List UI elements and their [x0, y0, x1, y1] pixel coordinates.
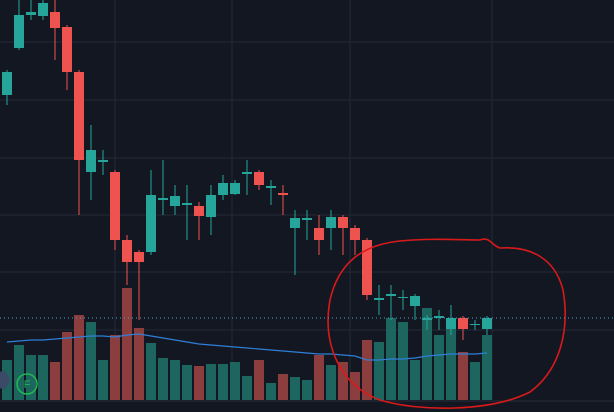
volume-bar — [470, 362, 480, 400]
candle-body — [170, 196, 180, 206]
candle-body — [38, 3, 48, 16]
candle-body — [374, 298, 384, 300]
volume-bar — [422, 308, 432, 400]
volume-bar — [74, 315, 84, 400]
candle-body — [422, 318, 432, 320]
candle-body — [230, 183, 240, 194]
volume-bar — [458, 352, 468, 400]
candle-body — [362, 240, 372, 295]
volume-bar — [122, 288, 132, 400]
volume-bar — [254, 360, 264, 400]
candle-body — [242, 172, 252, 174]
volume-bar — [266, 383, 276, 400]
candles — [2, 0, 492, 340]
volume-bar — [362, 340, 372, 400]
volume-bar — [314, 355, 324, 400]
volume-bar — [398, 322, 408, 400]
volume-bar — [98, 360, 108, 400]
volume-bar — [446, 320, 456, 400]
candle-body — [86, 150, 96, 172]
volume-bar — [410, 360, 420, 400]
volume-bar — [326, 365, 336, 400]
candle-body — [470, 324, 480, 325]
volume-bar — [218, 364, 228, 400]
candle-body — [482, 318, 492, 329]
candle-body — [2, 72, 12, 95]
volume-bar — [302, 380, 312, 400]
candle-body — [122, 240, 132, 262]
candle-body — [62, 27, 72, 72]
candle-body — [278, 193, 288, 195]
candle-body — [134, 252, 144, 262]
volume-bar — [86, 322, 96, 400]
candle-body — [350, 228, 360, 240]
volume-bar — [194, 366, 204, 400]
candle-body — [50, 12, 60, 28]
volume-bar — [38, 355, 48, 400]
volume-bar — [278, 374, 288, 400]
volume-bar — [170, 360, 180, 400]
candle-body — [326, 217, 336, 228]
volume-bar — [134, 328, 144, 400]
volume-bar — [242, 376, 252, 400]
candle-body — [446, 318, 456, 329]
volume-bar — [26, 355, 36, 400]
candle-body — [26, 12, 36, 15]
time-axis-strip — [0, 400, 614, 412]
volume-ma-line — [6, 333, 488, 361]
badge-text: F — [24, 379, 31, 391]
candle-body — [98, 160, 108, 162]
candle-body — [398, 297, 408, 298]
grid — [0, 0, 614, 400]
volume-bar — [146, 343, 156, 400]
volume-bar — [14, 345, 24, 400]
volume-bar — [290, 377, 300, 400]
candle-body — [158, 198, 168, 200]
volume-bar — [230, 362, 240, 400]
volume-bar — [434, 335, 444, 400]
volume-bar — [158, 358, 168, 400]
candle-body — [146, 195, 156, 252]
candle-body — [290, 218, 300, 228]
volume-bar — [182, 365, 192, 400]
candle-body — [254, 172, 264, 185]
badge-circle — [16, 373, 38, 395]
annotation-ellipse — [327, 238, 566, 409]
candle-body — [206, 195, 216, 217]
candle-body — [218, 183, 228, 195]
candle-body — [194, 206, 204, 216]
candle-body — [410, 296, 420, 306]
candle-body — [314, 228, 324, 240]
candle-body — [302, 218, 312, 220]
candle-body — [74, 72, 84, 160]
candle-body — [14, 15, 24, 48]
candle-body — [182, 203, 192, 205]
candle-body — [338, 217, 348, 228]
volume-bar — [482, 335, 492, 400]
volume-bar — [62, 332, 72, 400]
volume-bar — [110, 335, 120, 400]
volume-bar — [206, 364, 216, 400]
candle-body — [266, 186, 276, 188]
candle-body — [434, 316, 444, 318]
candle-body — [110, 172, 120, 240]
candle-body — [458, 318, 468, 329]
side-icon — [0, 371, 10, 389]
volume-bar — [338, 362, 348, 400]
candle-body — [386, 294, 396, 296]
volume-bar — [50, 362, 60, 400]
volume-bar — [374, 342, 384, 400]
